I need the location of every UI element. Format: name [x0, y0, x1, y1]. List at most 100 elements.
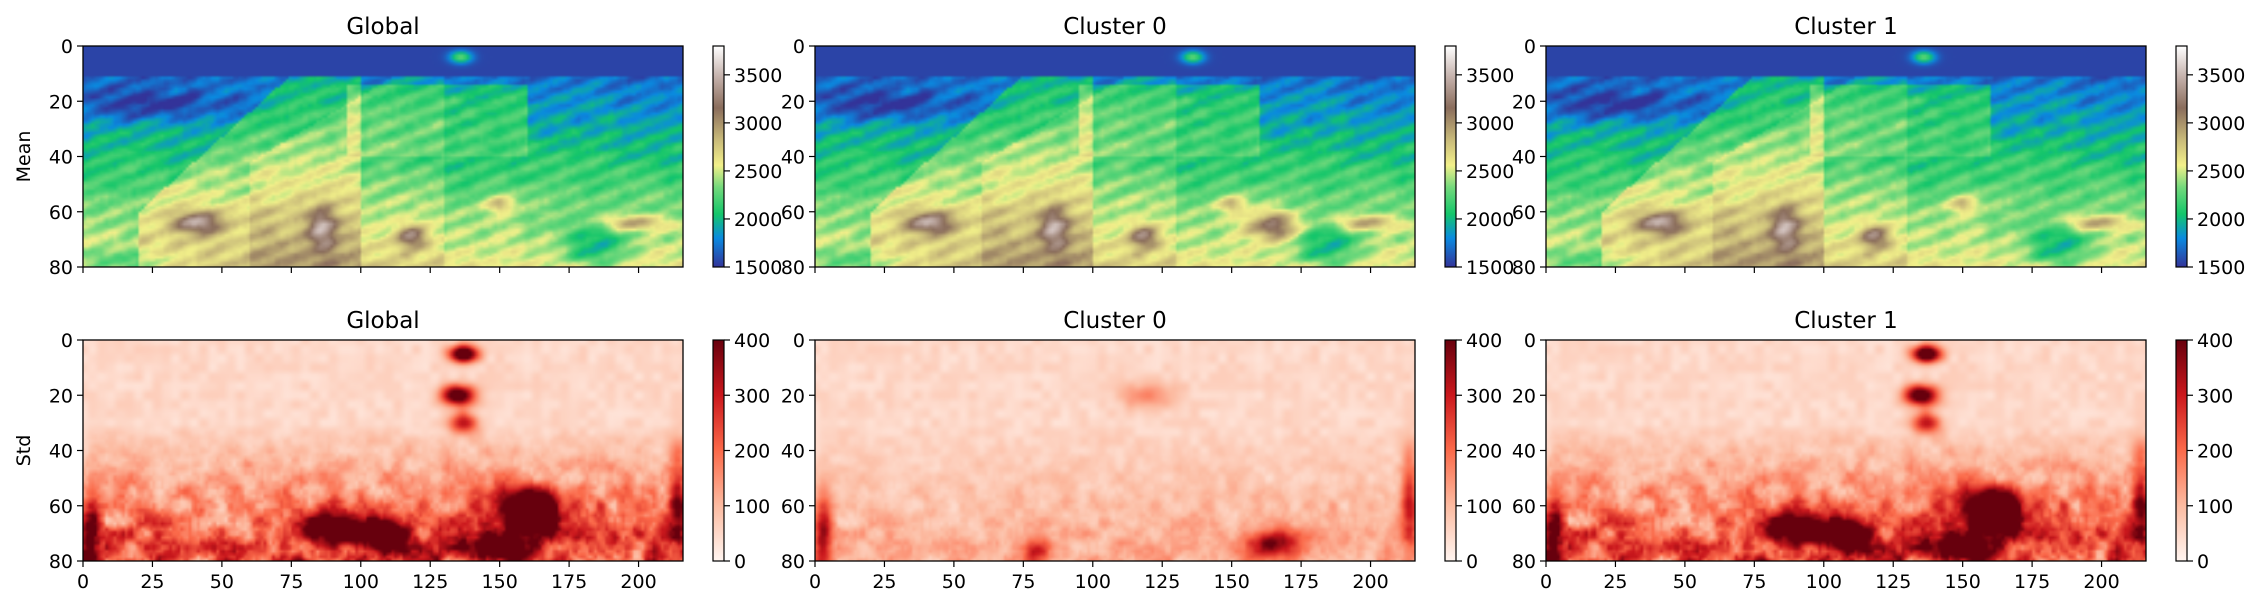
ytick-label: 20	[781, 385, 805, 407]
ytick-label: 0	[61, 330, 73, 352]
ytick-label: 60	[1512, 496, 1536, 518]
ytick-label: 40	[1512, 441, 1536, 463]
colorbar-tick-label: 2500	[734, 161, 782, 183]
xtick-label: 125	[1144, 571, 1180, 593]
colorbar	[712, 339, 725, 562]
heatmap-image	[1546, 340, 2146, 561]
xtick-label: 175	[551, 571, 587, 593]
ytick-label: 80	[781, 257, 805, 279]
xtick-label: 50	[942, 571, 966, 593]
panel-title: Global	[346, 308, 419, 334]
ytick-label: 40	[1512, 147, 1536, 169]
panel-1: Cluster 0 0 20 40 60 80 1500 2000 2500 3000 3500	[781, 14, 1515, 279]
ytick-label: 80	[781, 551, 805, 573]
ytick-label: 0	[793, 36, 805, 58]
ytick-label: 0	[61, 36, 73, 58]
ytick-label: 40	[49, 441, 73, 463]
heatmap-image	[815, 46, 1415, 267]
colorbar-tick-label: 100	[1466, 496, 1502, 518]
ytick-label: 80	[1512, 551, 1536, 573]
colorbar-tick-label: 2500	[1466, 161, 1514, 183]
colorbar-tick-label: 300	[2197, 385, 2233, 407]
colorbar-tick-label: 3500	[734, 65, 782, 87]
colorbar-tick-label: 2000	[2197, 209, 2245, 231]
colorbar-tick-label: 2500	[2197, 161, 2245, 183]
xtick-label: 150	[1945, 571, 1981, 593]
xtick-label: 150	[1214, 571, 1250, 593]
ytick-label: 20	[1512, 385, 1536, 407]
ylabel: Std	[13, 435, 35, 467]
xtick-label: 25	[1603, 571, 1627, 593]
xtick-label: 75	[1742, 571, 1766, 593]
colorbar-tick-label: 3500	[2197, 65, 2245, 87]
colorbar-tick-label: 2000	[1466, 209, 1514, 231]
colorbar-tick-label: 1500	[1466, 257, 1514, 279]
xtick-label: 200	[1352, 571, 1388, 593]
xtick-label: 0	[77, 571, 89, 593]
heatmap-image	[815, 340, 1415, 561]
ytick-label: 60	[781, 202, 805, 224]
xtick-label: 75	[279, 571, 303, 593]
colorbar-tick-label: 200	[1466, 441, 1502, 463]
ytick-label: 60	[49, 496, 73, 518]
colorbar-tick-label: 200	[2197, 441, 2233, 463]
ylabel: Mean	[13, 131, 35, 183]
ytick-label: 40	[781, 147, 805, 169]
ytick-label: 20	[49, 385, 73, 407]
colorbar	[2175, 45, 2188, 268]
ytick-label: 20	[49, 91, 73, 113]
ytick-label: 0	[1524, 330, 1536, 352]
xtick-label: 200	[620, 571, 656, 593]
colorbar-tick-label: 100	[2197, 496, 2233, 518]
xtick-label: 100	[1075, 571, 1111, 593]
colorbar-tick-label: 2000	[734, 209, 782, 231]
ytick-label: 20	[1512, 91, 1536, 113]
heatmap-image	[83, 340, 683, 561]
colorbar	[712, 45, 725, 268]
colorbar-tick-label: 0	[734, 551, 746, 573]
ytick-label: 40	[781, 441, 805, 463]
ytick-label: 60	[1512, 202, 1536, 224]
colorbar	[1444, 45, 1457, 268]
panel-2: Cluster 1 0 20 40 60 80 1500 2000 2500 3000 3500	[1512, 14, 2246, 279]
xtick-label: 175	[1283, 571, 1319, 593]
xtick-label: 150	[482, 571, 518, 593]
ytick-label: 40	[49, 147, 73, 169]
xtick-label: 50	[1673, 571, 1697, 593]
colorbar-tick-label: 300	[734, 385, 770, 407]
colorbar-tick-label: 1500	[2197, 257, 2245, 279]
panel-title: Global	[346, 14, 419, 40]
xtick-label: 200	[2083, 571, 2119, 593]
panel-title: Cluster 1	[1794, 308, 1898, 334]
ytick-label: 60	[49, 202, 73, 224]
heatmap-image	[83, 46, 683, 267]
colorbar-tick-label: 400	[734, 330, 770, 352]
colorbar-tick-label: 0	[1466, 551, 1478, 573]
panel-title: Cluster 1	[1794, 14, 1898, 40]
colorbar-tick-label: 3000	[734, 113, 782, 135]
ytick-label: 80	[49, 257, 73, 279]
xtick-label: 0	[1540, 571, 1552, 593]
colorbar-tick-label: 400	[1466, 330, 1502, 352]
ytick-label: 20	[781, 91, 805, 113]
ytick-label: 0	[1524, 36, 1536, 58]
xtick-label: 25	[140, 571, 164, 593]
xtick-label: 125	[1875, 571, 1911, 593]
colorbar-tick-label: 300	[1466, 385, 1502, 407]
xtick-label: 50	[210, 571, 234, 593]
xtick-label: 175	[2014, 571, 2050, 593]
colorbar-tick-label: 0	[2197, 551, 2209, 573]
colorbar-tick-label: 1500	[734, 257, 782, 279]
ytick-label: 80	[49, 551, 73, 573]
panel-title: Cluster 0	[1063, 308, 1167, 334]
xtick-label: 100	[1806, 571, 1842, 593]
colorbar	[2175, 339, 2188, 562]
colorbar-tick-label: 100	[734, 496, 770, 518]
colorbar-tick-label: 3000	[1466, 113, 1514, 135]
colorbar-tick-label: 3000	[2197, 113, 2245, 135]
xtick-label: 75	[1011, 571, 1035, 593]
